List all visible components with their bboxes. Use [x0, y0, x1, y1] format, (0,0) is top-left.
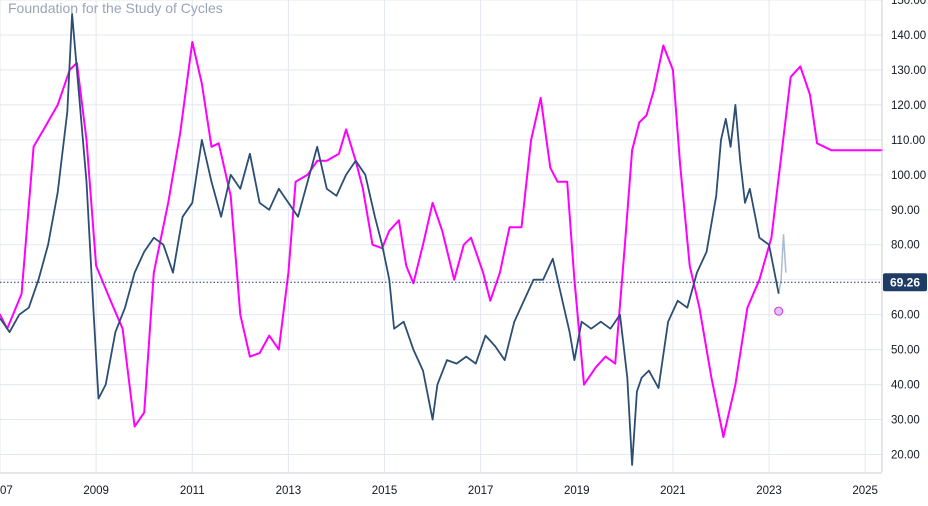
price-axis[interactable]: 150.00 140.00 130.00 120.00 110.00 100.00 90.0…	[891, 0, 926, 462]
y-tick-label: 100.00	[891, 170, 926, 182]
y-tick-label: 20.00	[891, 450, 920, 462]
x-tick-label: 2017	[468, 485, 494, 497]
x-tick-label: 2011	[180, 485, 205, 497]
y-tick-label: 30.00	[891, 415, 920, 427]
price-ghost-line	[777, 234, 787, 294]
y-tick-label: 120.00	[891, 100, 926, 112]
y-tick-label: 110.00	[891, 135, 925, 147]
x-tick-label: 2009	[83, 485, 109, 497]
last-price-value: 69.26	[890, 275, 920, 289]
x-tick-label: 2015	[372, 485, 398, 497]
x-tick-label: 2021	[660, 485, 686, 497]
x-tick-label: 2019	[564, 485, 590, 497]
cycle-projection-line[interactable]	[0, 41, 883, 438]
y-tick-label: 40.00	[891, 380, 920, 392]
last-price-label-bg	[883, 273, 927, 292]
y-tick-label: 140.00	[891, 30, 926, 42]
x-tick-label: 2013	[276, 485, 302, 497]
y-tick-label: 150.00	[891, 0, 926, 7]
time-axis[interactable]: 2007 2009 2011 2013 2015 2017 2019 2021 2023 2025	[0, 485, 878, 497]
plot-area[interactable]	[0, 13, 883, 466]
y-tick-label: 50.00	[891, 345, 920, 357]
last-price-label: 69.26	[883, 273, 927, 292]
cycle-current-marker[interactable]	[774, 306, 784, 316]
y-tick-label: 60.00	[891, 310, 920, 322]
x-tick-label: 2025	[852, 485, 878, 497]
x-tick-label: 2023	[756, 485, 782, 497]
y-tick-label: 80.00	[891, 240, 920, 252]
y-tick-label: 90.00	[891, 205, 920, 217]
watermark-text: Foundation for the Study of Cycles	[8, 0, 223, 16]
y-tick-label: 130.00	[891, 65, 926, 77]
price-series-line[interactable]	[0, 13, 780, 466]
x-tick-label: 2007	[0, 485, 13, 497]
